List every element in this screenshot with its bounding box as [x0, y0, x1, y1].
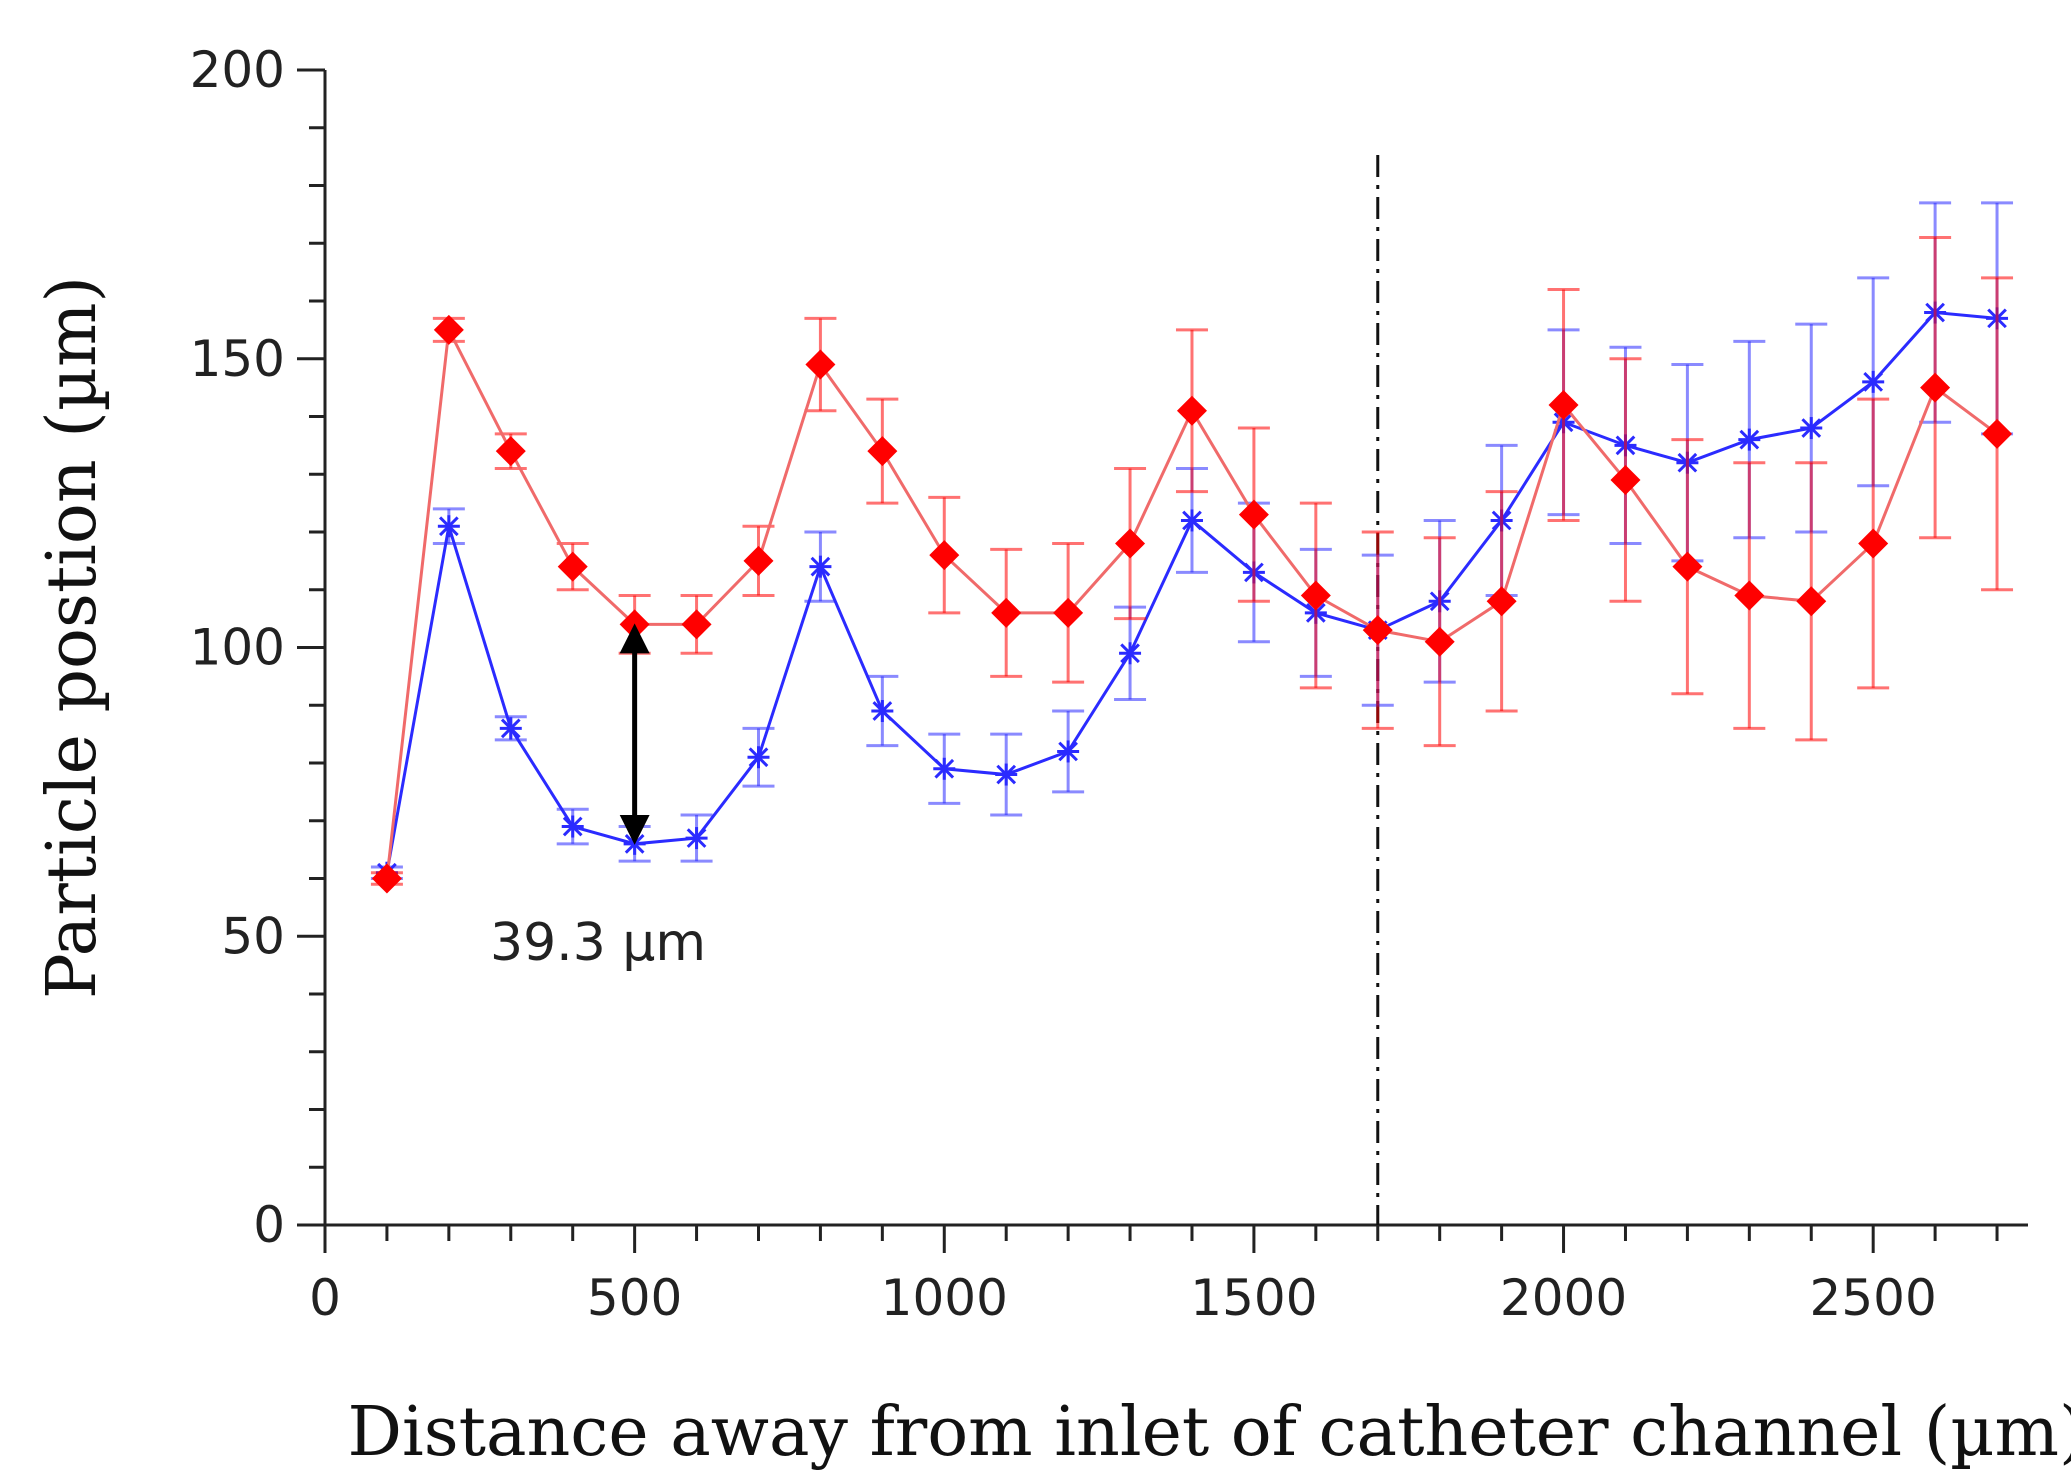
y-axis-title: Particle postion (µm) — [33, 276, 112, 999]
asterisk-stroke — [1120, 643, 1140, 664]
series-blue — [370, 201, 2014, 884]
asterisk-stroke — [748, 747, 769, 768]
data-point — [1057, 740, 1080, 763]
asterisk-stroke — [500, 718, 521, 739]
data-point — [1734, 580, 1765, 611]
data-point — [1858, 528, 1889, 559]
asterisk-stroke — [1739, 429, 1760, 450]
data-point — [623, 832, 646, 855]
difference-label: 39.3 µm — [490, 913, 706, 973]
data-point — [1920, 372, 1951, 403]
annotation-layer: 39.3 µm — [490, 623, 706, 973]
data-point — [1362, 615, 1393, 646]
data-point — [991, 597, 1022, 628]
y-tick-label: 100 — [190, 619, 285, 677]
data-point — [1053, 597, 1084, 628]
data-point — [1424, 626, 1455, 657]
y-ticks: 0 50 100 150 200 — [190, 41, 325, 1254]
x-tick-label: 500 — [587, 1269, 682, 1327]
y-tick-label: 150 — [190, 330, 285, 388]
data-point — [561, 815, 584, 838]
x-tick-label: 1500 — [1190, 1269, 1317, 1327]
asterisk-stroke — [1182, 510, 1202, 531]
series-red — [370, 235, 2014, 894]
data-point — [437, 515, 460, 538]
data-point — [929, 540, 960, 571]
data-point — [433, 314, 464, 345]
data-point — [1115, 528, 1146, 559]
asterisk-stroke — [1801, 418, 1822, 438]
data-point — [1119, 642, 1142, 665]
x-tick-label: 1000 — [881, 1269, 1008, 1327]
data-point — [1238, 499, 1269, 530]
data-point — [747, 746, 770, 769]
x-tick-label: 2000 — [1500, 1269, 1627, 1327]
data-point — [1486, 586, 1517, 617]
data-point — [1548, 389, 1579, 420]
data-point — [805, 349, 836, 380]
asterisk-stroke — [686, 828, 707, 848]
data-point — [1738, 428, 1761, 451]
asterisk-stroke — [1058, 741, 1078, 762]
data-point — [1300, 580, 1331, 611]
data-point — [867, 436, 898, 467]
data-point — [933, 757, 956, 780]
x-ticks: 0 500 1000 1500 2000 2500 — [309, 1225, 1999, 1327]
data-point — [1610, 465, 1641, 496]
axes: 0 50 100 150 200 0 500 1000 1500 2000 2500 — [190, 41, 2028, 1327]
data-point — [495, 436, 526, 467]
data-point — [1800, 417, 1823, 440]
data-point — [871, 700, 894, 723]
data-point — [371, 863, 402, 894]
series-layer — [370, 201, 2014, 894]
data-point — [681, 609, 712, 640]
y-tick-label: 0 — [253, 1196, 285, 1254]
asterisk-stroke — [438, 516, 459, 537]
data-point — [1796, 586, 1827, 617]
asterisk-stroke — [996, 764, 1017, 785]
data-point — [1180, 509, 1203, 532]
y-tick-label: 50 — [221, 907, 285, 965]
data-point — [685, 827, 708, 850]
x-tick-label: 2500 — [1810, 1269, 1937, 1327]
data-point — [743, 545, 774, 576]
data-point — [557, 551, 588, 582]
data-point — [499, 717, 522, 740]
x-tick-label: 0 — [309, 1269, 341, 1327]
asterisk-stroke — [810, 556, 831, 577]
asterisk-stroke — [872, 701, 893, 721]
asterisk-stroke — [562, 816, 583, 837]
data-point — [1672, 551, 1703, 582]
data-point — [809, 555, 832, 578]
data-point — [1176, 395, 1207, 426]
x-axis-title: Distance away from inlet of catheter cha… — [347, 1393, 2071, 1472]
data-point — [1982, 418, 2013, 449]
data-point — [995, 763, 1018, 786]
y-tick-label: 200 — [190, 41, 285, 99]
asterisk-stroke — [1863, 371, 1884, 392]
data-point — [1862, 370, 1885, 393]
asterisk-stroke — [934, 758, 955, 779]
